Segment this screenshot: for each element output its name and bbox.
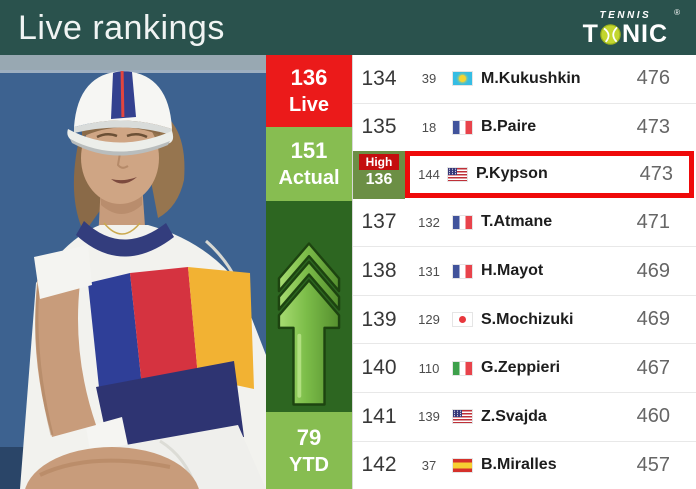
rank-value: 137 — [361, 210, 397, 234]
ytd-box: 79 YTD — [266, 412, 352, 489]
stats-column: 136 Live 151 Actual — [266, 55, 352, 489]
table-row[interactable]: 139 129 S.Mochizuki 469 — [353, 294, 696, 344]
table-row[interactable]: 134 39 M.Kukushkin 476 — [353, 55, 696, 103]
rank-value: 139 — [361, 307, 397, 331]
points-value: 457 — [636, 453, 670, 476]
flag-us-icon — [453, 410, 472, 424]
flag-it-icon — [453, 361, 472, 375]
content: 136 Live 151 Actual — [0, 55, 696, 489]
highlight-red-border: 144 P.Kypson 473 — [405, 151, 694, 198]
rank-change-value: 110 — [418, 360, 440, 376]
rank-value: 135 — [361, 115, 397, 139]
flag-kz-icon — [453, 72, 472, 86]
points-value: 469 — [636, 308, 670, 331]
rank-change-value: 18 — [421, 119, 437, 135]
points-value: 471 — [636, 210, 670, 233]
live-rank-box: 136 Live — [266, 55, 352, 127]
table-row[interactable]: 142 37 B.Miralles 457 — [353, 440, 696, 489]
header: Live rankings TENNIS ® T NIC — [0, 0, 696, 55]
points-value: 473 — [639, 162, 673, 185]
points-value: 473 — [636, 115, 670, 138]
ytd-label: YTD — [289, 453, 329, 476]
registered-mark: ® — [674, 7, 680, 17]
player-photo — [0, 55, 266, 489]
page-title: Live rankings — [18, 8, 225, 47]
player-name: B.Paire — [481, 118, 537, 136]
flag-es-icon — [453, 458, 472, 472]
player-name: G.Zeppieri — [481, 359, 561, 377]
logo-tennis-text: TENNIS — [599, 9, 652, 21]
player-name: T.Atmane — [481, 213, 553, 231]
live-rank-label: Live — [288, 94, 330, 116]
flag-fr-icon — [453, 120, 472, 134]
player-name: S.Mochizuki — [481, 310, 574, 328]
logo-tonic-text: T NIC — [582, 19, 668, 48]
points-value: 460 — [636, 405, 670, 428]
rank-value: 142 — [361, 453, 397, 477]
table-row[interactable]: 140 110 G.Zeppieri 467 — [353, 343, 696, 392]
rank-value: 134 — [361, 66, 397, 90]
table-row[interactable]: 135 18 B.Paire 473 — [353, 102, 696, 152]
player-name: B.Miralles — [481, 456, 557, 474]
actual-rank-value: 151 — [290, 138, 328, 163]
table-row[interactable]: 137 132 T.Atmane 471 — [353, 199, 696, 247]
live-rank-value: 136 — [290, 65, 328, 90]
actual-rank-label: Actual — [278, 167, 340, 189]
rank-change-value: 39 — [421, 71, 437, 87]
flag-fr-icon — [453, 215, 472, 229]
rank-value: 140 — [361, 356, 397, 380]
rank-change-value: 129 — [418, 312, 440, 328]
rank-value: 136 — [365, 171, 393, 189]
ytd-value: 79 — [296, 424, 322, 450]
player-name: H.Mayot — [481, 262, 544, 280]
player-name: M.Kukushkin — [481, 69, 581, 87]
flag-us-icon — [448, 167, 467, 181]
career-high-cell: High 136 — [353, 151, 405, 199]
table-row[interactable]: 141 139 Z.Svajda 460 — [353, 391, 696, 441]
rank-up-arrow-icon — [266, 201, 352, 412]
flag-fr-icon — [453, 264, 472, 278]
rankings-table: 134 39 M.Kukushkin 476 135 18 B.Paire 47… — [352, 55, 696, 489]
tennis-tonic-logo[interactable]: TENNIS ® T NIC — [582, 7, 680, 48]
table-row[interactable]: 138 131 H.Mayot 469 — [353, 246, 696, 295]
player-name: P.Kypson — [476, 165, 548, 183]
actual-rank-box: 151 Actual — [266, 127, 352, 201]
rank-change-value: 132 — [418, 214, 440, 230]
flag-jp-icon — [453, 313, 472, 327]
player-name: Z.Svajda — [481, 407, 547, 425]
rank-change-value: 139 — [418, 409, 440, 425]
points-value: 467 — [636, 356, 670, 379]
rank-change-value: 131 — [418, 263, 440, 279]
table-row-highlighted[interactable]: High 136 144 P.Kypson 473 — [353, 151, 696, 199]
high-badge: High — [358, 154, 400, 171]
tennis-ball-icon — [600, 23, 621, 45]
rank-change-value: 144 — [418, 166, 440, 182]
rank-value: 141 — [361, 404, 397, 428]
rank-value: 138 — [361, 259, 397, 283]
rank-change-value: 37 — [421, 457, 437, 473]
points-value: 476 — [636, 67, 670, 90]
points-value: 469 — [636, 259, 670, 282]
